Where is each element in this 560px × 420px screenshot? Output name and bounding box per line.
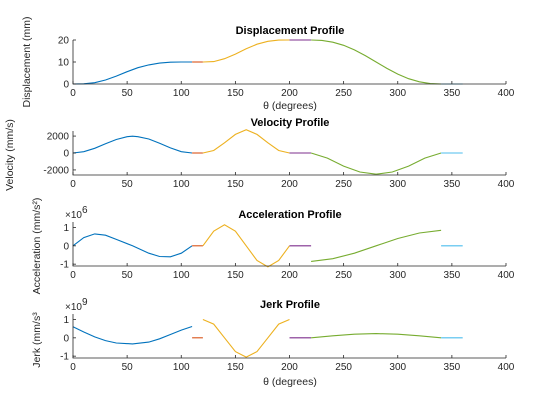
series-line-1 <box>72 61 193 85</box>
x-tick-label: 50 <box>122 179 134 190</box>
series-line-5 <box>310 152 442 175</box>
jerk-panel: Jerk Profile Jerk (mm/s³ ×109 θ (degrees… <box>31 297 515 388</box>
series-line-1 <box>72 325 193 345</box>
series-line-5 <box>311 39 442 85</box>
series-line-3 <box>202 224 290 268</box>
series-group <box>72 224 463 268</box>
y-axis-label: Velocity (mm/s) <box>4 119 16 191</box>
x-tick-label: 350 <box>444 179 461 190</box>
y-tick-label: 1 <box>63 223 69 234</box>
x-tick-label: 50 <box>122 88 134 99</box>
exponent-value: 6 <box>82 205 88 216</box>
y-tick-group: -1 0 1 <box>60 315 76 363</box>
y-axis-label: Acceleration (mm/s²) <box>31 198 43 295</box>
exponent-label: ×109 <box>65 297 88 313</box>
y-axis-label: Displacement (mm) <box>21 16 33 107</box>
series-line-3 <box>202 129 290 154</box>
series-line-5 <box>311 229 442 262</box>
x-tick-label: 200 <box>281 270 298 281</box>
x-tick-label: 150 <box>227 179 244 190</box>
series-group <box>72 318 463 358</box>
y-tick-group: -1 0 1 <box>60 223 76 271</box>
x-tick-label: 350 <box>444 270 461 281</box>
plot-area <box>73 40 506 84</box>
x-tick-label: 0 <box>70 270 76 281</box>
x-tick-label: 300 <box>389 179 406 190</box>
x-tick-label: 250 <box>335 88 352 99</box>
x-tick-label: 0 <box>70 362 76 373</box>
axis-lines <box>72 314 506 359</box>
series-group <box>72 129 463 175</box>
axis-lines <box>72 40 506 85</box>
series-line-1 <box>72 233 193 258</box>
x-axis-label: θ (degrees) <box>263 100 317 112</box>
chart-title: Velocity Profile <box>251 117 330 129</box>
displacement-panel: Displacement Profile Displacement (mm) θ… <box>21 16 515 112</box>
plot-area <box>73 314 506 358</box>
velocity-panel: Velocity Profile Velocity (mm/s) 0 50 100 1… <box>4 117 515 191</box>
x-tick-label: 150 <box>227 88 244 99</box>
y-tick-label: -1 <box>60 260 69 271</box>
chart-title: Jerk Profile <box>260 299 320 311</box>
x-tick-label: 150 <box>227 362 244 373</box>
x-tick-label: 50 <box>122 270 134 281</box>
exponent-value: 9 <box>82 297 88 308</box>
y-tick-group: -2000 0 2000 <box>43 132 76 176</box>
x-tick-label: 400 <box>498 179 515 190</box>
x-tick-label: 400 <box>498 362 515 373</box>
x-tick-label: 200 <box>281 362 298 373</box>
y-tick-label: 10 <box>58 58 70 69</box>
x-tick-label: 300 <box>389 270 406 281</box>
x-tick-label: 300 <box>389 362 406 373</box>
x-tick-label: 150 <box>227 270 244 281</box>
x-tick-label: 100 <box>173 270 190 281</box>
x-axis-label: θ (degrees) <box>263 376 317 388</box>
y-tick-label: 0 <box>63 333 69 344</box>
x-tick-label: 50 <box>122 362 134 373</box>
x-tick-label: 100 <box>173 88 190 99</box>
series-line-5 <box>311 333 442 339</box>
x-tick-label: 200 <box>281 179 298 190</box>
x-tick-group: 0 50 100 150 200 250 300 350 400 <box>70 355 515 373</box>
x-tick-label: 400 <box>498 88 515 99</box>
x-tick-label: 100 <box>173 179 190 190</box>
chart-title: Displacement Profile <box>236 25 345 37</box>
x-tick-label: 200 <box>281 88 298 99</box>
exponent-label: ×106 <box>65 205 88 221</box>
x-tick-label: 350 <box>444 88 461 99</box>
y-axis-label: Jerk (mm/s³ <box>31 312 43 368</box>
x-tick-group: 0 50 100 150 200 250 300 350 400 <box>70 81 515 99</box>
y-tick-label: 0 <box>63 241 69 252</box>
x-tick-label: 0 <box>70 179 76 190</box>
x-tick-group: 0 50 100 150 200 250 300 350 400 <box>70 263 515 281</box>
series-line-1 <box>72 135 193 154</box>
y-tick-label: 0 <box>63 149 69 160</box>
y-tick-label: -2000 <box>43 165 69 176</box>
x-tick-label: 400 <box>498 270 515 281</box>
y-tick-label: 2000 <box>47 132 70 143</box>
plot-area <box>73 222 506 266</box>
x-tick-label: 250 <box>335 179 352 190</box>
x-tick-label: 100 <box>173 362 190 373</box>
axis-lines <box>72 222 506 267</box>
x-tick-group: 0 50 100 150 200 250 300 350 400 <box>70 172 515 190</box>
y-tick-label: 20 <box>58 36 70 47</box>
axis-lines <box>72 131 506 176</box>
x-tick-label: 350 <box>444 362 461 373</box>
acceleration-panel: Acceleration Profile Acceleration (mm/s²… <box>31 198 515 295</box>
series-line-3 <box>202 39 290 63</box>
x-tick-label: 250 <box>335 270 352 281</box>
series-line-3 <box>202 318 290 358</box>
chart-title: Acceleration Profile <box>238 209 341 221</box>
x-tick-label: 250 <box>335 362 352 373</box>
y-tick-label: -1 <box>60 352 69 363</box>
y-tick-label: 1 <box>63 315 69 326</box>
y-tick-label: 0 <box>63 80 69 91</box>
x-tick-label: 300 <box>389 88 406 99</box>
x-tick-label: 0 <box>70 88 76 99</box>
